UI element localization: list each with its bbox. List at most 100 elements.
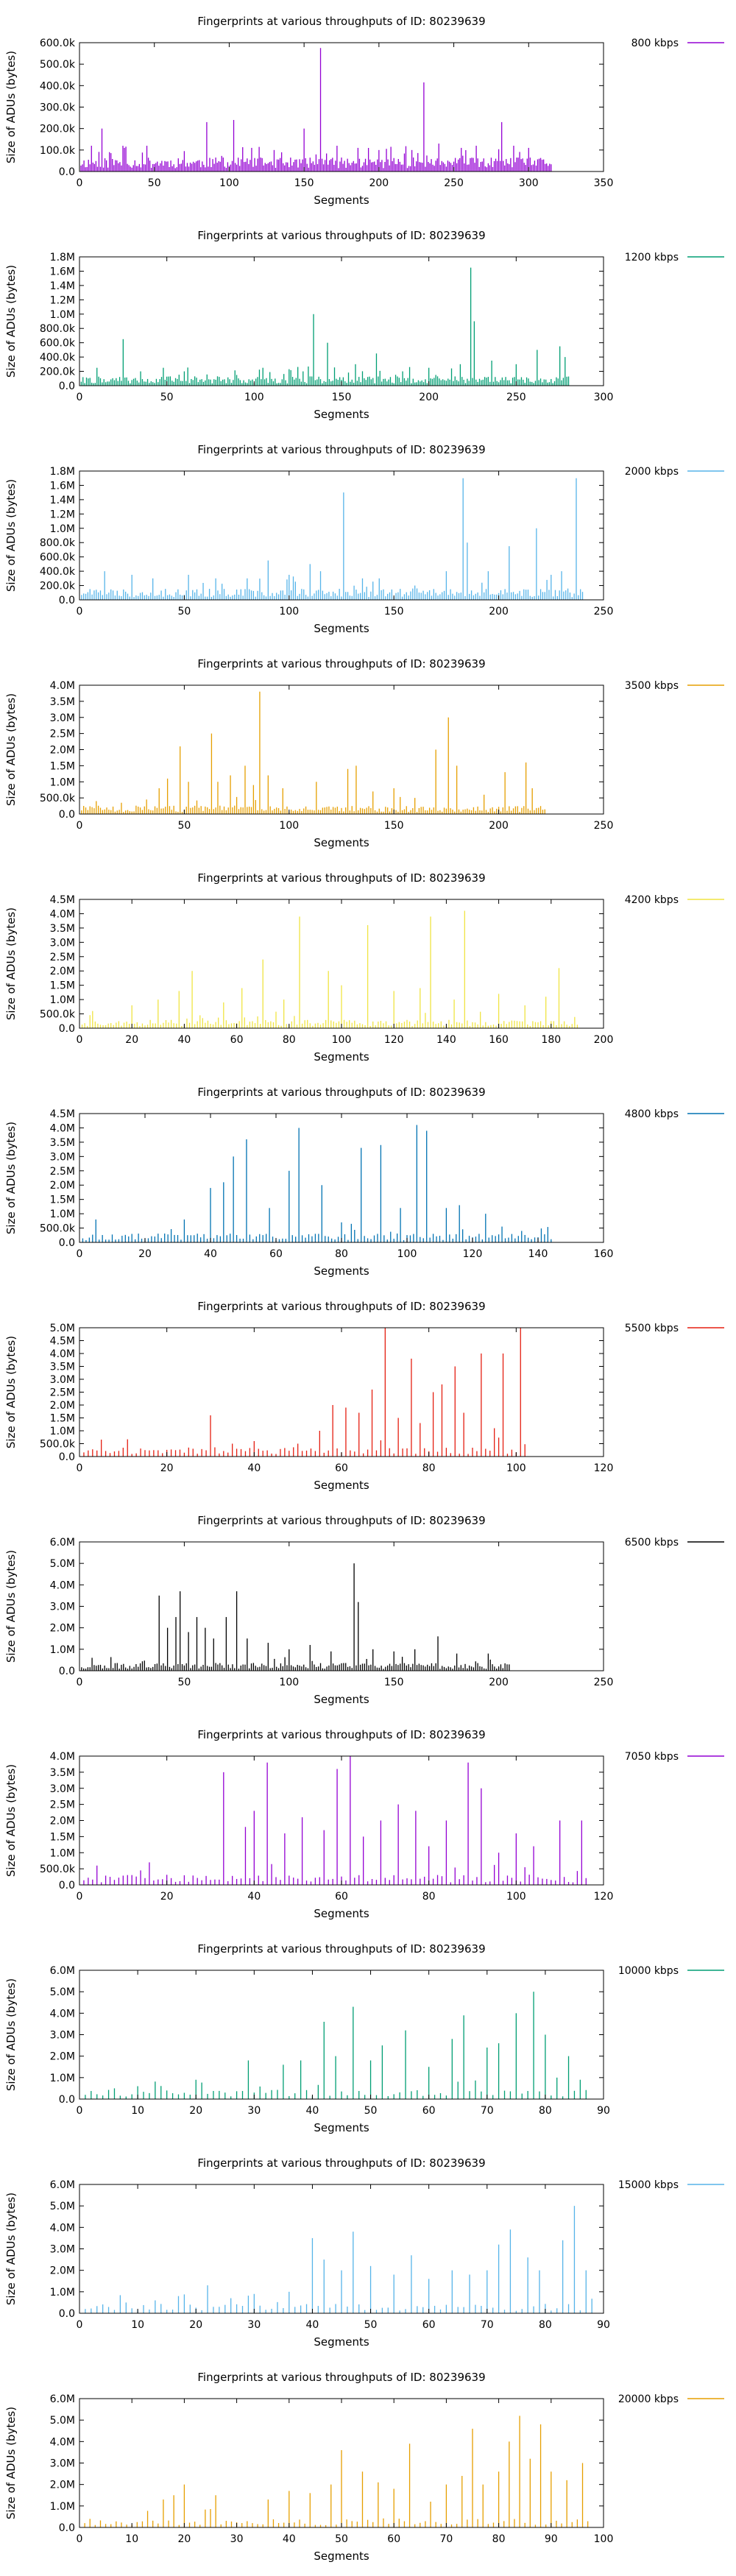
chart-title: Fingerprints at various throughputs of I… bbox=[197, 1942, 485, 1956]
plot-frame bbox=[79, 1541, 604, 1671]
x-tick-label: 100 bbox=[279, 1677, 299, 1688]
x-tick-label: 60 bbox=[387, 2533, 400, 2545]
x-tick-label: 50 bbox=[177, 1677, 191, 1688]
chart-title: Fingerprints at various throughputs of I… bbox=[197, 2156, 485, 2170]
chart-panel: Fingerprints at various throughputs of I… bbox=[4, 2156, 724, 2349]
x-tick-label: 40 bbox=[177, 1034, 191, 1046]
y-tick-label: 0.0 bbox=[59, 166, 75, 178]
x-tick-label: 100 bbox=[506, 1891, 526, 1903]
y-axis-label: Size of ADUs (bytes) bbox=[4, 1122, 18, 1234]
series-bars bbox=[83, 1756, 587, 1885]
series-bars bbox=[82, 1125, 552, 1242]
x-tick-label: 100 bbox=[332, 1034, 352, 1046]
x-tick-label: 0 bbox=[77, 1248, 83, 1260]
x-tick-label: 40 bbox=[306, 2319, 319, 2331]
y-tick-label: 6.0M bbox=[50, 2179, 75, 2191]
x-tick-label: 40 bbox=[247, 1462, 261, 1474]
x-tick-label: 90 bbox=[597, 2319, 610, 2331]
y-tick-label: 3.0M bbox=[50, 1783, 75, 1795]
y-tick-label: 3.0M bbox=[50, 2030, 75, 2042]
x-tick-label: 60 bbox=[422, 2319, 436, 2331]
y-tick-label: 3.5M bbox=[50, 923, 75, 935]
x-tick-label: 250 bbox=[594, 606, 614, 618]
x-tick-label: 80 bbox=[539, 2319, 552, 2331]
y-tick-label: 0.0 bbox=[59, 2522, 75, 2534]
x-tick-label: 150 bbox=[332, 392, 352, 403]
y-tick-label: 0.0 bbox=[59, 1023, 75, 1035]
x-tick-label: 150 bbox=[294, 177, 314, 189]
x-tick-label: 30 bbox=[230, 2533, 244, 2545]
y-tick-label: 500.0k bbox=[40, 793, 76, 804]
y-axis-label: Size of ADUs (bytes) bbox=[4, 51, 18, 163]
x-tick-label: 100 bbox=[219, 177, 239, 189]
chart-panel: Fingerprints at various throughputs of I… bbox=[4, 1514, 724, 1706]
y-tick-label: 3.0M bbox=[50, 937, 75, 949]
y-tick-label: 0.0 bbox=[59, 381, 75, 392]
y-tick-label: 1.0M bbox=[50, 1209, 75, 1220]
legend-label: 2000 kbps bbox=[625, 466, 679, 478]
y-tick-label: 200.0k bbox=[40, 367, 76, 378]
x-tick-label: 120 bbox=[594, 1891, 614, 1903]
x-tick-label: 20 bbox=[189, 2319, 202, 2331]
x-tick-label: 60 bbox=[230, 1034, 244, 1046]
y-tick-label: 4.0M bbox=[50, 680, 75, 692]
y-tick-label: 2.5M bbox=[50, 1800, 75, 1811]
chart-panel: Fingerprints at various throughputs of I… bbox=[4, 871, 724, 1064]
y-tick-label: 4.5M bbox=[50, 1336, 75, 1348]
x-tick-label: 40 bbox=[247, 1891, 261, 1903]
x-tick-label: 180 bbox=[541, 1034, 561, 1046]
chart-panel: Fingerprints at various throughputs of I… bbox=[4, 1300, 724, 1492]
x-axis-label: Segments bbox=[314, 1264, 369, 1278]
y-tick-label: 300.0k bbox=[40, 102, 76, 114]
y-tick-label: 600.0k bbox=[40, 552, 76, 564]
x-axis-label: Segments bbox=[314, 836, 369, 849]
legend-label: 4800 kbps bbox=[625, 1108, 679, 1120]
x-tick-label: 0 bbox=[77, 1891, 83, 1903]
y-tick-label: 4.0M bbox=[50, 1348, 75, 1360]
x-axis-label: Segments bbox=[314, 2335, 369, 2349]
x-tick-label: 200 bbox=[489, 606, 509, 618]
plot-frame bbox=[79, 1970, 604, 2100]
y-axis-label: Size of ADUs (bytes) bbox=[4, 1550, 18, 1663]
y-tick-label: 400.0k bbox=[40, 80, 76, 92]
y-tick-label: 600.0k bbox=[40, 38, 76, 49]
x-tick-label: 50 bbox=[160, 392, 174, 403]
y-tick-label: 4.0M bbox=[50, 1122, 75, 1134]
plot-frame bbox=[79, 256, 604, 386]
x-tick-label: 50 bbox=[364, 2319, 378, 2331]
y-tick-label: 2.5M bbox=[50, 1387, 75, 1399]
y-tick-label: 4.0M bbox=[50, 2008, 75, 2020]
y-tick-label: 1.0M bbox=[50, 2287, 75, 2299]
x-tick-label: 10 bbox=[125, 2533, 138, 2545]
x-tick-label: 50 bbox=[364, 2105, 378, 2117]
y-tick-label: 4.0M bbox=[50, 908, 75, 920]
x-tick-label: 200 bbox=[489, 820, 509, 832]
y-tick-label: 0.0 bbox=[59, 1237, 75, 1249]
chart-title: Fingerprints at various throughputs of I… bbox=[197, 1300, 485, 1313]
y-tick-label: 2.0M bbox=[50, 2265, 75, 2277]
x-tick-label: 120 bbox=[384, 1034, 404, 1046]
x-tick-label: 70 bbox=[439, 2533, 453, 2545]
x-tick-label: 250 bbox=[594, 820, 614, 832]
y-tick-label: 1.5M bbox=[50, 760, 75, 772]
y-tick-label: 6.0M bbox=[50, 1537, 75, 1549]
y-tick-label: 600.0k bbox=[40, 338, 76, 350]
plot-frame bbox=[79, 470, 604, 601]
y-tick-label: 1.4M bbox=[50, 280, 75, 292]
x-tick-label: 50 bbox=[335, 2533, 348, 2545]
x-tick-label: 70 bbox=[481, 2319, 494, 2331]
chart-panel: Fingerprints at various throughputs of I… bbox=[4, 1942, 724, 2134]
x-tick-label: 80 bbox=[422, 1462, 436, 1474]
y-axis-label: Size of ADUs (bytes) bbox=[4, 1336, 18, 1448]
x-tick-label: 80 bbox=[335, 1248, 348, 1260]
x-tick-label: 250 bbox=[506, 392, 526, 403]
y-tick-label: 1.4M bbox=[50, 495, 75, 506]
x-tick-label: 140 bbox=[528, 1248, 548, 1260]
y-tick-label: 0.0 bbox=[59, 2094, 75, 2106]
x-tick-label: 200 bbox=[419, 392, 439, 403]
x-axis-label: Segments bbox=[314, 622, 369, 635]
y-tick-label: 0.0 bbox=[59, 809, 75, 821]
chart-panel: Fingerprints at various throughputs of I… bbox=[4, 229, 724, 421]
x-tick-label: 90 bbox=[597, 2105, 610, 2117]
chart-panel: Fingerprints at various throughputs of I… bbox=[4, 15, 724, 207]
